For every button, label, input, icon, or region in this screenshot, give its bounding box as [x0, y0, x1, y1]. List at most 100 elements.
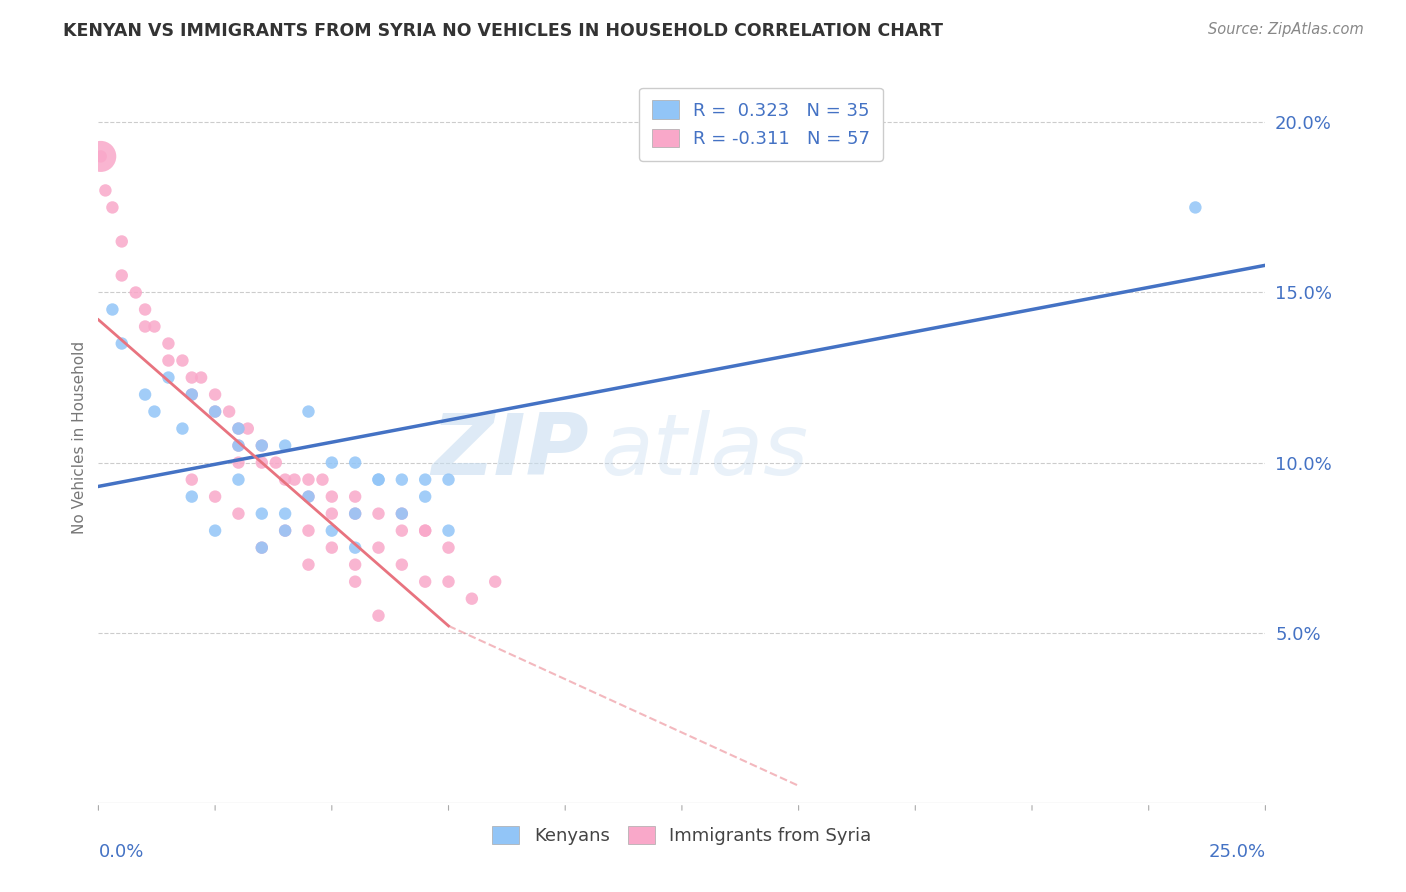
- Point: [204, 490, 226, 504]
- Point: [228, 439, 250, 453]
- Point: [297, 490, 319, 504]
- Point: [250, 456, 273, 470]
- Point: [204, 404, 226, 418]
- Point: [111, 268, 134, 283]
- Text: Source: ZipAtlas.com: Source: ZipAtlas.com: [1208, 22, 1364, 37]
- Point: [250, 507, 273, 521]
- Point: [344, 507, 367, 521]
- Point: [180, 490, 202, 504]
- Point: [484, 574, 506, 589]
- Point: [391, 507, 413, 521]
- Point: [134, 302, 156, 317]
- Point: [367, 473, 389, 487]
- Point: [297, 524, 319, 538]
- Point: [157, 336, 180, 351]
- Point: [204, 387, 226, 401]
- Point: [180, 473, 202, 487]
- Point: [1184, 201, 1206, 215]
- Point: [461, 591, 484, 606]
- Point: [228, 421, 250, 435]
- Point: [344, 490, 367, 504]
- Point: [413, 574, 436, 589]
- Point: [134, 319, 156, 334]
- Point: [274, 439, 297, 453]
- Point: [391, 524, 413, 538]
- Point: [180, 387, 202, 401]
- Text: KENYAN VS IMMIGRANTS FROM SYRIA NO VEHICLES IN HOUSEHOLD CORRELATION CHART: KENYAN VS IMMIGRANTS FROM SYRIA NO VEHIC…: [63, 22, 943, 40]
- Point: [283, 473, 305, 487]
- Legend: Kenyans, Immigrants from Syria: Kenyans, Immigrants from Syria: [485, 819, 879, 852]
- Point: [134, 387, 156, 401]
- Point: [94, 183, 117, 197]
- Point: [250, 541, 273, 555]
- Point: [204, 404, 226, 418]
- Point: [344, 558, 367, 572]
- Point: [218, 404, 240, 418]
- Point: [143, 319, 166, 334]
- Point: [236, 421, 259, 435]
- Point: [180, 387, 202, 401]
- Point: [344, 456, 367, 470]
- Point: [172, 353, 194, 368]
- Point: [250, 439, 273, 453]
- Point: [274, 524, 297, 538]
- Point: [437, 541, 460, 555]
- Point: [367, 608, 389, 623]
- Point: [228, 456, 250, 470]
- Point: [367, 473, 389, 487]
- Point: [228, 439, 250, 453]
- Point: [437, 524, 460, 538]
- Point: [321, 524, 343, 538]
- Point: [264, 456, 287, 470]
- Point: [344, 574, 367, 589]
- Point: [367, 507, 389, 521]
- Point: [111, 235, 134, 249]
- Point: [311, 473, 333, 487]
- Point: [274, 507, 297, 521]
- Point: [228, 421, 250, 435]
- Point: [157, 353, 180, 368]
- Point: [90, 149, 112, 163]
- Text: ZIP: ZIP: [430, 410, 589, 493]
- Point: [391, 558, 413, 572]
- Point: [274, 524, 297, 538]
- Point: [180, 370, 202, 384]
- Point: [274, 473, 297, 487]
- Point: [90, 149, 112, 163]
- Point: [321, 456, 343, 470]
- Text: atlas: atlas: [600, 410, 808, 493]
- Point: [413, 524, 436, 538]
- Point: [344, 507, 367, 521]
- Point: [437, 574, 460, 589]
- Point: [321, 541, 343, 555]
- Point: [367, 541, 389, 555]
- Point: [413, 490, 436, 504]
- Point: [437, 473, 460, 487]
- Point: [172, 421, 194, 435]
- Point: [204, 524, 226, 538]
- Point: [321, 490, 343, 504]
- Point: [228, 473, 250, 487]
- Point: [413, 524, 436, 538]
- Point: [190, 370, 212, 384]
- Point: [125, 285, 148, 300]
- Point: [101, 302, 124, 317]
- Y-axis label: No Vehicles in Household: No Vehicles in Household: [72, 341, 87, 533]
- Point: [391, 473, 413, 487]
- Point: [250, 439, 273, 453]
- Text: 25.0%: 25.0%: [1208, 843, 1265, 861]
- Point: [297, 490, 319, 504]
- Point: [157, 370, 180, 384]
- Point: [413, 473, 436, 487]
- Point: [228, 507, 250, 521]
- Point: [250, 541, 273, 555]
- Point: [391, 507, 413, 521]
- Point: [101, 201, 124, 215]
- Point: [344, 541, 367, 555]
- Point: [143, 404, 166, 418]
- Point: [321, 507, 343, 521]
- Point: [297, 404, 319, 418]
- Point: [297, 558, 319, 572]
- Point: [111, 336, 134, 351]
- Point: [297, 473, 319, 487]
